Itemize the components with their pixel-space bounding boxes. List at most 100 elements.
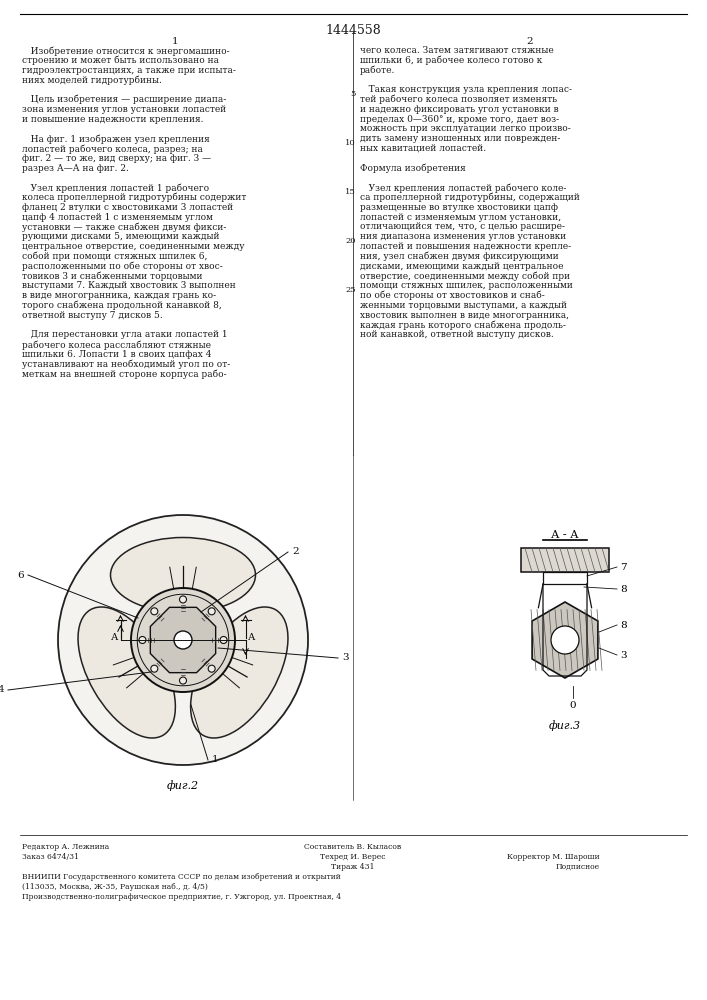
Text: рующими дисками 5, имеющими каждый: рующими дисками 5, имеющими каждый	[22, 232, 219, 241]
Text: разрез А—А на фиг. 2.: разрез А—А на фиг. 2.	[22, 164, 129, 173]
Text: ниях моделей гидротурбины.: ниях моделей гидротурбины.	[22, 75, 162, 85]
Text: рабочего колеса расслабляют стяжные: рабочего колеса расслабляют стяжные	[22, 340, 211, 350]
Text: А: А	[111, 633, 119, 642]
Text: 5: 5	[351, 90, 356, 98]
Circle shape	[58, 515, 308, 765]
Text: 2: 2	[292, 548, 298, 556]
Text: собой при помощи стяжных шпилек 6,: собой при помощи стяжных шпилек 6,	[22, 252, 207, 261]
Text: работе.: работе.	[360, 66, 395, 75]
Ellipse shape	[78, 607, 175, 738]
Text: 2: 2	[527, 37, 533, 46]
Text: Формула изобретения: Формула изобретения	[360, 164, 466, 173]
Text: Составитель В. Кыласов: Составитель В. Кыласов	[305, 843, 402, 851]
Text: Цель изобретения — расширение диапа-: Цель изобретения — расширение диапа-	[22, 95, 226, 104]
Polygon shape	[521, 548, 609, 572]
Text: центральное отверстие, соединенными между: центральное отверстие, соединенными межд…	[22, 242, 245, 251]
Text: ной канавкой, ответной выступу дисков.: ной канавкой, ответной выступу дисков.	[360, 330, 554, 339]
Text: 20: 20	[346, 237, 356, 245]
Text: чего колеса. Затем затягивают стяжные: чего колеса. Затем затягивают стяжные	[360, 46, 554, 55]
Text: 25: 25	[346, 286, 356, 294]
Text: шпильки 6, и рабочее колесо готово к: шпильки 6, и рабочее колесо готово к	[360, 56, 542, 65]
Text: А: А	[247, 633, 255, 642]
Text: лопастей и повышения надежности крепле-: лопастей и повышения надежности крепле-	[360, 242, 571, 251]
Circle shape	[208, 665, 215, 672]
Text: каждая грань которого снабжена продоль-: каждая грань которого снабжена продоль-	[360, 320, 566, 330]
Circle shape	[151, 608, 158, 615]
Polygon shape	[532, 602, 598, 678]
Text: дить замену изношенных или поврежден-: дить замену изношенных или поврежден-	[360, 134, 561, 143]
Text: 3: 3	[620, 650, 626, 660]
Text: отверстие, соединенными между собой при: отверстие, соединенными между собой при	[360, 271, 570, 281]
Text: Техред И. Верес: Техред И. Верес	[320, 853, 386, 861]
Text: 8: 8	[620, 584, 626, 593]
Text: ния, узел снабжен двумя фиксирующими: ния, узел снабжен двумя фиксирующими	[360, 252, 559, 261]
Text: 8: 8	[620, 620, 626, 630]
Text: Подписное: Подписное	[556, 863, 600, 871]
Text: ния диапазона изменения углов установки: ния диапазона изменения углов установки	[360, 232, 566, 241]
Text: 0: 0	[570, 701, 576, 710]
Text: ВНИИПИ Государственного комитета СССР по делам изобретений и открытий: ВНИИПИ Государственного комитета СССР по…	[22, 873, 341, 881]
Ellipse shape	[110, 538, 255, 612]
Text: лопастей с изменяемым углом установки,: лопастей с изменяемым углом установки,	[360, 213, 561, 222]
Text: товиков 3 и снабженными торцовыми: товиков 3 и снабженными торцовыми	[22, 271, 202, 281]
Text: Заказ 6474/31: Заказ 6474/31	[22, 853, 79, 861]
Ellipse shape	[191, 607, 288, 738]
Text: На фиг. 1 изображен узел крепления: На фиг. 1 изображен узел крепления	[22, 134, 210, 144]
Circle shape	[180, 677, 187, 684]
Text: дисками, имеющими каждый центральное: дисками, имеющими каждый центральное	[360, 262, 563, 271]
Polygon shape	[543, 572, 587, 584]
Text: пределах 0—360° и, кроме того, дает воз-: пределах 0—360° и, кроме того, дает воз-	[360, 115, 559, 124]
Text: Производственно-полиграфическое предприятие, г. Ужгород, ул. Проектная, 4: Производственно-полиграфическое предприя…	[22, 893, 341, 901]
Text: 1: 1	[212, 756, 218, 764]
Text: 7: 7	[620, 562, 626, 572]
Text: отличающийся тем, что, с целью расшире-: отличающийся тем, что, с целью расшире-	[360, 222, 565, 231]
Text: и надежно фиксировать угол установки в: и надежно фиксировать угол установки в	[360, 105, 559, 114]
Text: Узел крепления лопастей 1 рабочего: Узел крепления лопастей 1 рабочего	[22, 183, 209, 193]
Polygon shape	[151, 607, 216, 673]
Text: фиг.2: фиг.2	[167, 780, 199, 791]
Text: цапф 4 лопастей 1 с изменяемым углом: цапф 4 лопастей 1 с изменяемым углом	[22, 213, 213, 222]
Text: зона изменения углов установки лопастей: зона изменения углов установки лопастей	[22, 105, 226, 114]
Text: можность при эксплуатации легко произво-: можность при эксплуатации легко произво-	[360, 124, 571, 133]
Text: Такая конструкция узла крепления лопас-: Такая конструкция узла крепления лопас-	[360, 85, 572, 94]
Circle shape	[139, 637, 146, 644]
Text: по обе стороны от хвостовиков и снаб-: по обе стороны от хвостовиков и снаб-	[360, 291, 545, 300]
Text: 4: 4	[0, 686, 4, 694]
Text: колеса пропеллерной гидротурбины содержит: колеса пропеллерной гидротурбины содержи…	[22, 193, 246, 202]
Text: строению и может быть использовано на: строению и может быть использовано на	[22, 56, 219, 65]
Circle shape	[180, 596, 187, 603]
Text: размещенные во втулке хвостовики цапф: размещенные во втулке хвостовики цапф	[360, 203, 558, 212]
Text: 15: 15	[345, 188, 356, 196]
Text: меткам на внешней стороне корпуса рабо-: меткам на внешней стороне корпуса рабо-	[22, 369, 227, 379]
Circle shape	[208, 608, 215, 615]
Circle shape	[220, 637, 227, 644]
Text: установки — также снабжен двумя фикси-: установки — также снабжен двумя фикси-	[22, 222, 226, 232]
Circle shape	[174, 631, 192, 649]
Text: 1: 1	[172, 37, 178, 46]
Text: Узел крепления лопастей рабочего коле-: Узел крепления лопастей рабочего коле-	[360, 183, 566, 193]
Text: А - А: А - А	[551, 530, 579, 540]
Text: в виде многогранника, каждая грань ко-: в виде многогранника, каждая грань ко-	[22, 291, 216, 300]
Text: ответной выступу 7 дисков 5.: ответной выступу 7 дисков 5.	[22, 311, 163, 320]
Text: 1444558: 1444558	[325, 24, 381, 37]
Circle shape	[131, 588, 235, 692]
Text: са пропеллерной гидротурбины, содержащий: са пропеллерной гидротурбины, содержащий	[360, 193, 580, 202]
Text: 6: 6	[18, 570, 24, 580]
Text: Корректор М. Шароши: Корректор М. Шароши	[508, 853, 600, 861]
Text: Редактор А. Лежнина: Редактор А. Лежнина	[22, 843, 110, 851]
Text: Для перестановки угла атаки лопастей 1: Для перестановки угла атаки лопастей 1	[22, 330, 228, 339]
Text: хвостовик выполнен в виде многогранника,: хвостовик выполнен в виде многогранника,	[360, 311, 569, 320]
Text: устанавливают на необходимый угол по от-: устанавливают на необходимый угол по от-	[22, 360, 230, 369]
Text: шпильки 6. Лопасти 1 в своих цапфах 4: шпильки 6. Лопасти 1 в своих цапфах 4	[22, 350, 211, 359]
Text: ных кавитацией лопастей.: ных кавитацией лопастей.	[360, 144, 486, 153]
Text: лопастей рабочего колеса, разрез; на: лопастей рабочего колеса, разрез; на	[22, 144, 203, 153]
Text: 10: 10	[346, 139, 356, 147]
Text: Тираж 431: Тираж 431	[332, 863, 375, 871]
Text: помощи стяжных шпилек, расположенными: помощи стяжных шпилек, расположенными	[360, 281, 573, 290]
Text: 3: 3	[342, 654, 349, 662]
Text: женными торцовыми выступами, а каждый: женными торцовыми выступами, а каждый	[360, 301, 567, 310]
Text: тей рабочего колеса позволяет изменять: тей рабочего колеса позволяет изменять	[360, 95, 557, 104]
Text: Изобретение относится к энергомашино-: Изобретение относится к энергомашино-	[22, 46, 230, 55]
Text: торого снабжена продольной канавкой 8,: торого снабжена продольной канавкой 8,	[22, 301, 222, 310]
Text: фиг. 2 — то же, вид сверху; на фиг. 3 —: фиг. 2 — то же, вид сверху; на фиг. 3 —	[22, 154, 211, 163]
